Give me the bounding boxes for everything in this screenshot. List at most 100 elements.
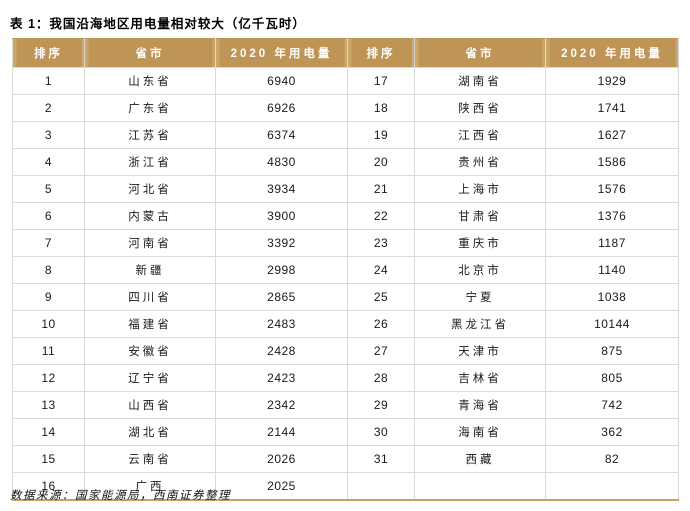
province-cell — [414, 472, 546, 501]
value-cell: 2025 — [215, 472, 348, 501]
header-value-left: 2020 年用电量 — [215, 38, 348, 68]
rank-cell: 19 — [347, 121, 415, 149]
rank-cell: 18 — [347, 94, 415, 122]
province-cell: 广东省 — [84, 94, 216, 122]
rank-cell: 25 — [347, 283, 415, 311]
header-province-left: 省市 — [84, 38, 216, 68]
table-header-row: 排序 省市 2020 年用电量 排序 省市 2020 年用电量 — [12, 38, 679, 68]
value-cell: 1929 — [545, 67, 679, 95]
rank-cell: 22 — [347, 202, 415, 230]
rank-cell: 30 — [347, 418, 415, 446]
value-cell: 4830 — [215, 148, 348, 176]
rank-cell: 13 — [12, 391, 85, 419]
rank-cell: 15 — [12, 445, 85, 473]
value-cell: 10144 — [545, 310, 679, 338]
header-province-right: 省市 — [414, 38, 546, 68]
table-row: 5 河北省 3934 21 上海市 1576 — [12, 175, 679, 203]
table-row: 11 安徽省 2428 27 天津市 875 — [12, 337, 679, 365]
province-cell: 内蒙古 — [84, 202, 216, 230]
value-cell: 6940 — [215, 67, 348, 95]
province-cell: 河北省 — [84, 175, 216, 203]
value-cell: 2144 — [215, 418, 348, 446]
rank-cell: 2 — [12, 94, 85, 122]
province-cell: 山东省 — [84, 67, 216, 95]
value-cell: 1376 — [545, 202, 679, 230]
table-row: 14 湖北省 2144 30 海南省 362 — [12, 418, 679, 446]
value-cell: 2483 — [215, 310, 348, 338]
value-cell: 6374 — [215, 121, 348, 149]
rank-cell: 6 — [12, 202, 85, 230]
table-title: 表 1：我国沿海地区用电量相对较大（亿千瓦时） — [10, 17, 306, 31]
rank-cell: 29 — [347, 391, 415, 419]
value-cell: 1187 — [545, 229, 679, 257]
rank-cell: 31 — [347, 445, 415, 473]
rank-cell: 17 — [347, 67, 415, 95]
rank-cell: 9 — [12, 283, 85, 311]
province-cell: 四川省 — [84, 283, 216, 311]
value-cell: 1576 — [545, 175, 679, 203]
value-cell: 742 — [545, 391, 679, 419]
table-row: 8 新疆 2998 24 北京市 1140 — [12, 256, 679, 284]
value-cell: 1140 — [545, 256, 679, 284]
province-cell: 西藏 — [414, 445, 546, 473]
value-cell: 1741 — [545, 94, 679, 122]
province-cell: 浙江省 — [84, 148, 216, 176]
value-cell: 1586 — [545, 148, 679, 176]
value-cell: 1038 — [545, 283, 679, 311]
value-cell: 2342 — [215, 391, 348, 419]
header-rank-right: 排序 — [347, 38, 415, 68]
rank-cell: 7 — [12, 229, 85, 257]
province-cell: 陕西省 — [414, 94, 546, 122]
table-row: 6 内蒙古 3900 22 甘肃省 1376 — [12, 202, 679, 230]
rank-cell: 1 — [12, 67, 85, 95]
rank-cell: 20 — [347, 148, 415, 176]
province-cell: 新疆 — [84, 256, 216, 284]
data-source-note: 数据来源：国家能源局，西南证券整理 — [10, 488, 231, 502]
table-row: 2 广东省 6926 18 陕西省 1741 — [12, 94, 679, 122]
value-cell: 2865 — [215, 283, 348, 311]
province-cell: 云南省 — [84, 445, 216, 473]
province-cell: 江苏省 — [84, 121, 216, 149]
rank-cell: 8 — [12, 256, 85, 284]
value-cell: 1627 — [545, 121, 679, 149]
province-cell: 天津市 — [414, 337, 546, 365]
table-row: 13 山西省 2342 29 青海省 742 — [12, 391, 679, 419]
province-cell: 海南省 — [414, 418, 546, 446]
power-consumption-table: 排序 省市 2020 年用电量 排序 省市 2020 年用电量 1 山东省 6940… — [12, 38, 679, 501]
table-row: 12 辽宁省 2423 28 吉林省 805 — [12, 364, 679, 392]
value-cell: 2423 — [215, 364, 348, 392]
province-cell: 黑龙江省 — [414, 310, 546, 338]
value-cell: 3392 — [215, 229, 348, 257]
value-cell: 3934 — [215, 175, 348, 203]
value-cell: 805 — [545, 364, 679, 392]
province-cell: 河南省 — [84, 229, 216, 257]
value-cell: 362 — [545, 418, 679, 446]
header-value-right: 2020 年用电量 — [545, 38, 679, 68]
rank-cell: 21 — [347, 175, 415, 203]
province-cell: 贵州省 — [414, 148, 546, 176]
table-row: 1 山东省 6940 17 湖南省 1929 — [12, 67, 679, 95]
value-cell: 2428 — [215, 337, 348, 365]
table-row: 16 广西 2025 — [12, 472, 679, 501]
province-cell: 重庆市 — [414, 229, 546, 257]
value-cell — [545, 472, 679, 501]
value-cell: 6926 — [215, 94, 348, 122]
rank-cell — [347, 472, 415, 501]
province-cell: 安徽省 — [84, 337, 216, 365]
rank-cell: 28 — [347, 364, 415, 392]
rank-cell: 16 — [12, 472, 85, 501]
value-cell: 3900 — [215, 202, 348, 230]
province-cell: 北京市 — [414, 256, 546, 284]
rank-cell: 27 — [347, 337, 415, 365]
province-cell: 青海省 — [414, 391, 546, 419]
province-cell: 上海市 — [414, 175, 546, 203]
header-rank-left: 排序 — [12, 38, 85, 68]
value-cell: 2026 — [215, 445, 348, 473]
value-cell: 2998 — [215, 256, 348, 284]
table-row: 10 福建省 2483 26 黑龙江省 10144 — [12, 310, 679, 338]
rank-cell: 10 — [12, 310, 85, 338]
rank-cell: 23 — [347, 229, 415, 257]
value-cell: 875 — [545, 337, 679, 365]
province-cell: 宁夏 — [414, 283, 546, 311]
province-cell: 辽宁省 — [84, 364, 216, 392]
